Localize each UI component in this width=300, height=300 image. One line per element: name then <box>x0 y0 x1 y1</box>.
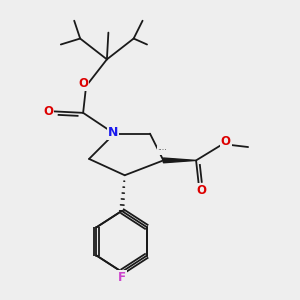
Text: ····: ···· <box>157 146 167 155</box>
Text: O: O <box>196 184 206 197</box>
Text: O: O <box>78 77 88 90</box>
Polygon shape <box>164 158 196 163</box>
Text: F: F <box>118 271 126 284</box>
Text: N: N <box>108 126 118 139</box>
Text: O: O <box>221 135 231 148</box>
Text: O: O <box>43 105 53 118</box>
